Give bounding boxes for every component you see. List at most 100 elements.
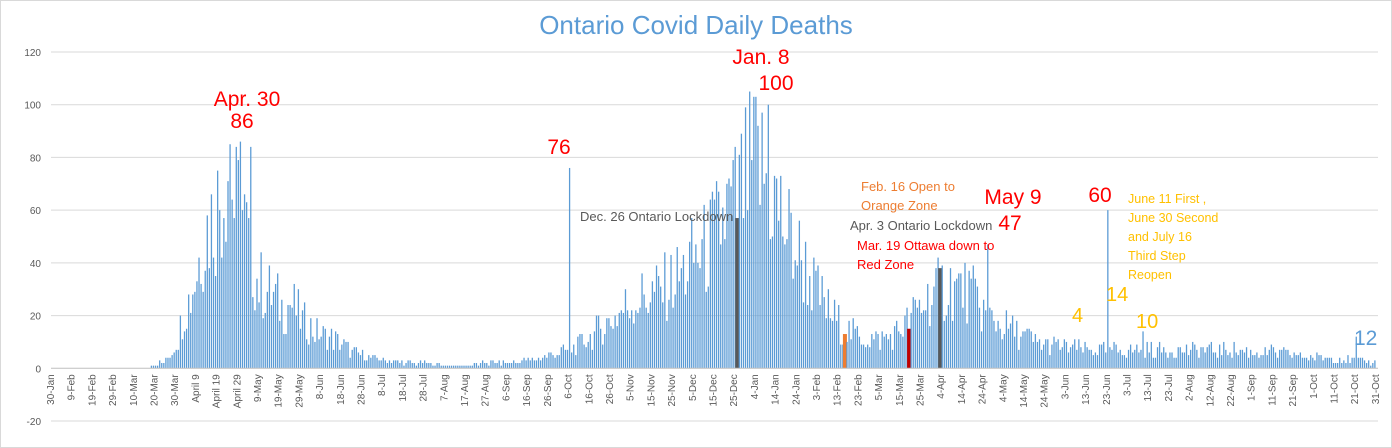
bar [1254, 355, 1256, 369]
bar [912, 297, 914, 369]
bar [428, 363, 430, 369]
bar [256, 278, 258, 369]
bar [208, 268, 211, 369]
bar [958, 273, 960, 369]
bar [564, 349, 567, 369]
x-tick-label: 24-Jan [791, 374, 802, 405]
bar [647, 312, 649, 369]
bar [746, 210, 749, 369]
bar [243, 194, 246, 369]
bar [417, 363, 420, 369]
bar [628, 318, 631, 369]
bar [577, 336, 579, 369]
bar [891, 349, 894, 369]
x-tick-label: 18-Jun [336, 374, 347, 405]
bar [749, 91, 751, 369]
bar [467, 365, 469, 369]
bar [225, 241, 227, 369]
bar [239, 141, 242, 369]
bar [1341, 363, 1343, 369]
bar [488, 365, 490, 369]
bar [322, 326, 324, 369]
bar [1190, 349, 1192, 369]
bar [260, 252, 262, 369]
bar [1349, 363, 1351, 369]
bar [602, 344, 604, 369]
bar [1291, 357, 1293, 369]
bar [370, 357, 372, 369]
bar [715, 181, 718, 369]
bar [1347, 355, 1349, 369]
bar [1202, 347, 1204, 369]
bar [827, 289, 830, 369]
bar [523, 357, 525, 369]
bar [831, 320, 834, 369]
bar [500, 365, 502, 369]
x-tick-label: 1-Oct [1309, 374, 1320, 399]
bar [1109, 347, 1111, 369]
bar [397, 360, 399, 369]
bar [970, 278, 972, 369]
bar [562, 344, 565, 369]
bar [1270, 344, 1273, 369]
annotation-feb16-line2: Orange Zone [861, 198, 938, 213]
bar [156, 365, 159, 369]
bar [1272, 347, 1275, 369]
bar [900, 334, 902, 369]
bar [1105, 352, 1107, 369]
bar [1287, 349, 1289, 369]
bar [392, 360, 395, 369]
bar [372, 355, 374, 369]
bar [798, 220, 801, 369]
bar [1210, 341, 1212, 369]
bar [455, 365, 457, 369]
bar [767, 104, 769, 369]
bar [1007, 328, 1010, 369]
x-tick-label: 8-Jun [315, 374, 326, 399]
bar [929, 326, 931, 369]
bar [1330, 357, 1333, 369]
bar [1365, 363, 1368, 369]
bar [1198, 357, 1200, 369]
x-tick-label: 23-Feb [853, 374, 864, 406]
bar [1264, 347, 1266, 369]
bar [773, 175, 776, 369]
x-tick-label: 24-May [1040, 374, 1051, 407]
bar [366, 360, 368, 369]
y-tick-label: 0 [35, 364, 41, 375]
bar [1314, 360, 1316, 369]
bar [686, 281, 689, 369]
annotation-mar19-line2: Red Zone [857, 257, 915, 272]
bar [680, 268, 683, 369]
x-tick-label: 20-Mar [150, 374, 161, 406]
x-tick-label: 15-Mar [895, 374, 906, 406]
bar [761, 112, 763, 369]
bar [308, 344, 310, 369]
highlight-bar [907, 328, 912, 369]
bar [920, 312, 923, 369]
bar [347, 341, 349, 369]
bar [1011, 315, 1014, 369]
x-tick-label: 6-Oct [564, 374, 575, 399]
bar [1005, 310, 1008, 369]
bar [542, 357, 544, 369]
bar [813, 257, 815, 369]
bar [757, 125, 759, 369]
y-tick-label: 120 [24, 48, 41, 59]
bar [349, 357, 351, 369]
bar [310, 318, 312, 369]
bar [848, 320, 850, 369]
bar [1086, 347, 1088, 369]
bar [701, 239, 703, 369]
y-tick-label: 20 [30, 312, 42, 323]
bar [744, 107, 747, 369]
bar [502, 360, 504, 369]
x-tick-label: 28-Jun [357, 374, 368, 405]
x-tick-label: 15-Dec [708, 374, 719, 406]
bar [1171, 352, 1173, 369]
annotation-may9-value: 47 [998, 212, 1022, 235]
bar [473, 363, 475, 369]
bar [794, 260, 796, 369]
bar [1138, 352, 1140, 369]
x-tick-label: 16-Sep [522, 374, 533, 407]
